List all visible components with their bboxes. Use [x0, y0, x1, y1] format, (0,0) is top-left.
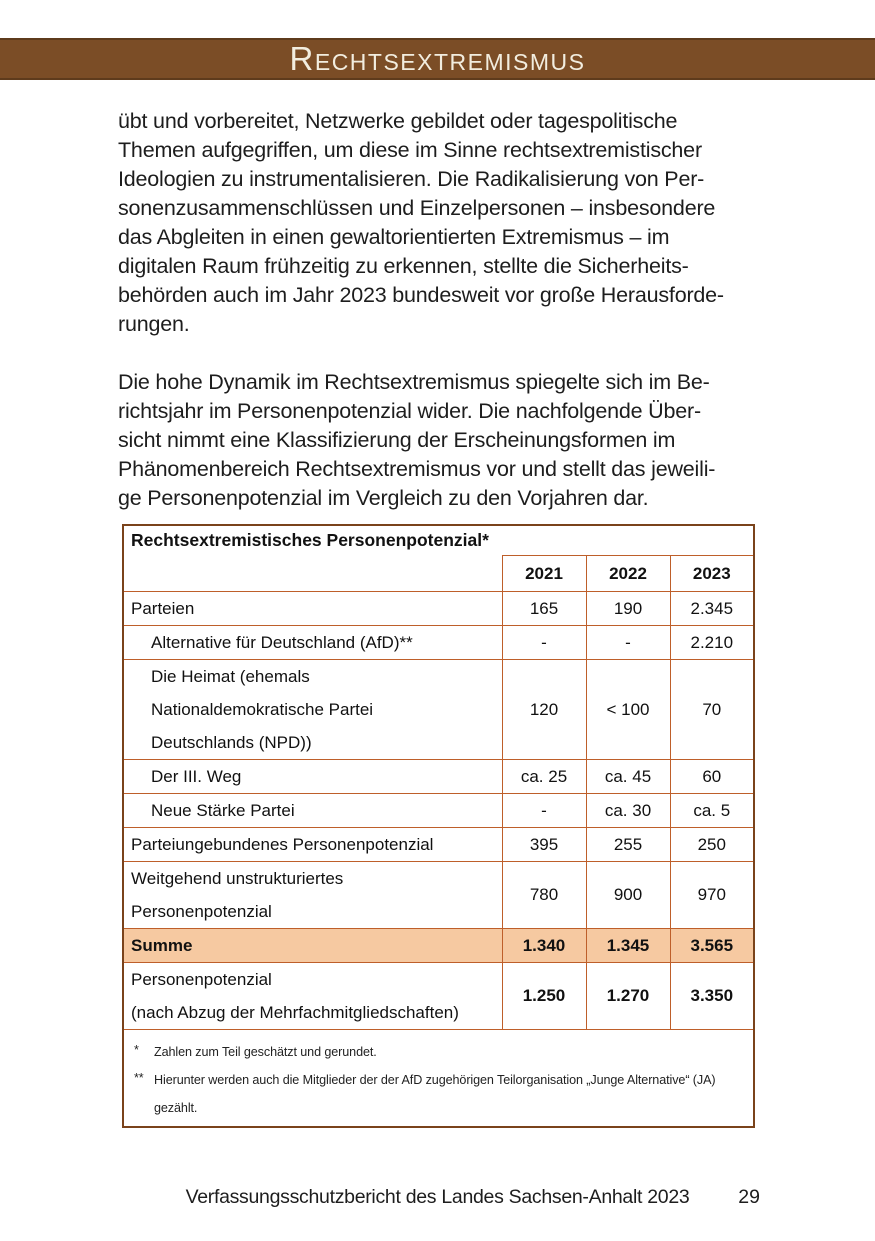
footnote: ** Hierunter werden auch die Mitglieder d… [132, 1066, 743, 1122]
paragraph: Die hohe Dynamik im Rechtsextremismus sp… [118, 370, 716, 510]
footnote-marker: ** [134, 1070, 144, 1085]
row-value: - [501, 624, 587, 660]
row-value: 1.270 [585, 961, 671, 1030]
row-label: Alternative für Deutschland (AfD)** [122, 624, 503, 660]
row-value: ca. 45 [585, 758, 671, 794]
row-value: 395 [501, 826, 587, 862]
row-value: 2.210 [669, 624, 755, 660]
row-value: 255 [585, 826, 671, 862]
year-header: 2023 [669, 554, 755, 592]
row-value: 1.250 [501, 961, 587, 1030]
row-value: - [585, 624, 671, 660]
table-row: Parteiungebundenes Personenpotenzial 395 2… [122, 826, 755, 862]
row-label: Weitgehend unstrukturiertes Personenpote… [122, 860, 503, 929]
chapter-header-bar: Rechtsextremismus [0, 38, 875, 80]
paragraph: übt und vorbereitet, Netzwerke gebildet … [118, 109, 724, 336]
row-value: 970 [669, 860, 755, 929]
table-row: Personenpotenzial (nach Abzug der Mehrfa… [122, 961, 755, 1030]
table-row: Alternative für Deutschland (AfD)** - -2.2… [122, 624, 755, 660]
row-label: Der III. Weg [122, 758, 503, 794]
table-year-header-row: 2021 2022 2023 [122, 554, 755, 592]
chapter-title: Rechtsextremismus [289, 39, 586, 77]
body-text: übt und vorbereitet, Netzwerke gebildet … [118, 107, 818, 542]
empty-header-cell [122, 555, 503, 592]
year-header: 2021 [501, 554, 587, 592]
row-label: Die Heimat (ehemals Nationaldemokratisch… [122, 658, 503, 760]
table-row: Summe 1.340 1.345 3.565 [122, 927, 755, 963]
row-value: 70 [669, 658, 755, 760]
table-row: Weitgehend unstrukturiertes Personenpote… [122, 860, 755, 929]
row-value: 1.340 [501, 927, 587, 963]
row-label: Parteien [122, 590, 503, 626]
table-title: Rechtsextremistisches Personenpotenzial* [122, 524, 755, 555]
row-value: 2.345 [669, 590, 755, 626]
footnote: * Zahlen zum Teil geschätzt und gerundet. [132, 1038, 743, 1066]
row-value: 190 [585, 590, 671, 626]
row-value: 780 [501, 860, 587, 929]
row-value: 900 [585, 860, 671, 929]
table-row: Die Heimat (ehemals Nationaldemokratisch… [122, 658, 755, 760]
table-row: Der III. Weg ca. 25 ca. 45 60 [122, 758, 755, 794]
footnote-marker: * [134, 1042, 139, 1057]
table-title-row: Rechtsextremistisches Personenpotenzial* [122, 524, 755, 555]
row-value: 120 [501, 658, 587, 760]
table-footnotes-cell: * Zahlen zum Teil geschätzt und gerundet.… [122, 1028, 755, 1127]
row-value: 60 [669, 758, 755, 794]
row-value: 3.565 [669, 927, 755, 963]
row-value: 1.345 [585, 927, 671, 963]
row-label: Parteiungebundenes Personenpotenzial [122, 826, 503, 862]
table-footnotes-row: * Zahlen zum Teil geschätzt und gerundet.… [122, 1028, 755, 1127]
row-value: 250 [669, 826, 755, 862]
row-label: Summe [122, 927, 503, 963]
row-label: Neue Stärke Partei [122, 792, 503, 828]
row-value: < 100 [585, 658, 671, 760]
row-value: ca. 5 [669, 792, 755, 828]
row-value: 3.350 [669, 961, 755, 1030]
row-label: Personenpotenzial (nach Abzug der Mehrfa… [122, 961, 503, 1030]
row-value: - [501, 792, 587, 828]
row-value: 165 [501, 590, 587, 626]
table-row: Neue Stärke Partei - ca. 30 ca. 5 [122, 792, 755, 828]
personenpotenzial-table: Rechtsextremistisches Personenpotenzial*… [122, 524, 756, 1128]
footer-page-number: 29 [738, 1186, 760, 1208]
row-value: ca. 30 [585, 792, 671, 828]
year-header: 2022 [585, 554, 671, 592]
row-value: ca. 25 [501, 758, 587, 794]
table-row: Parteien 165 190 2.345 [122, 590, 755, 626]
table-body: Rechtsextremistisches Personenpotenzial*… [122, 524, 755, 1127]
footer-document-title: Verfassungsschutzbericht des Landes Sach… [185, 1186, 690, 1208]
